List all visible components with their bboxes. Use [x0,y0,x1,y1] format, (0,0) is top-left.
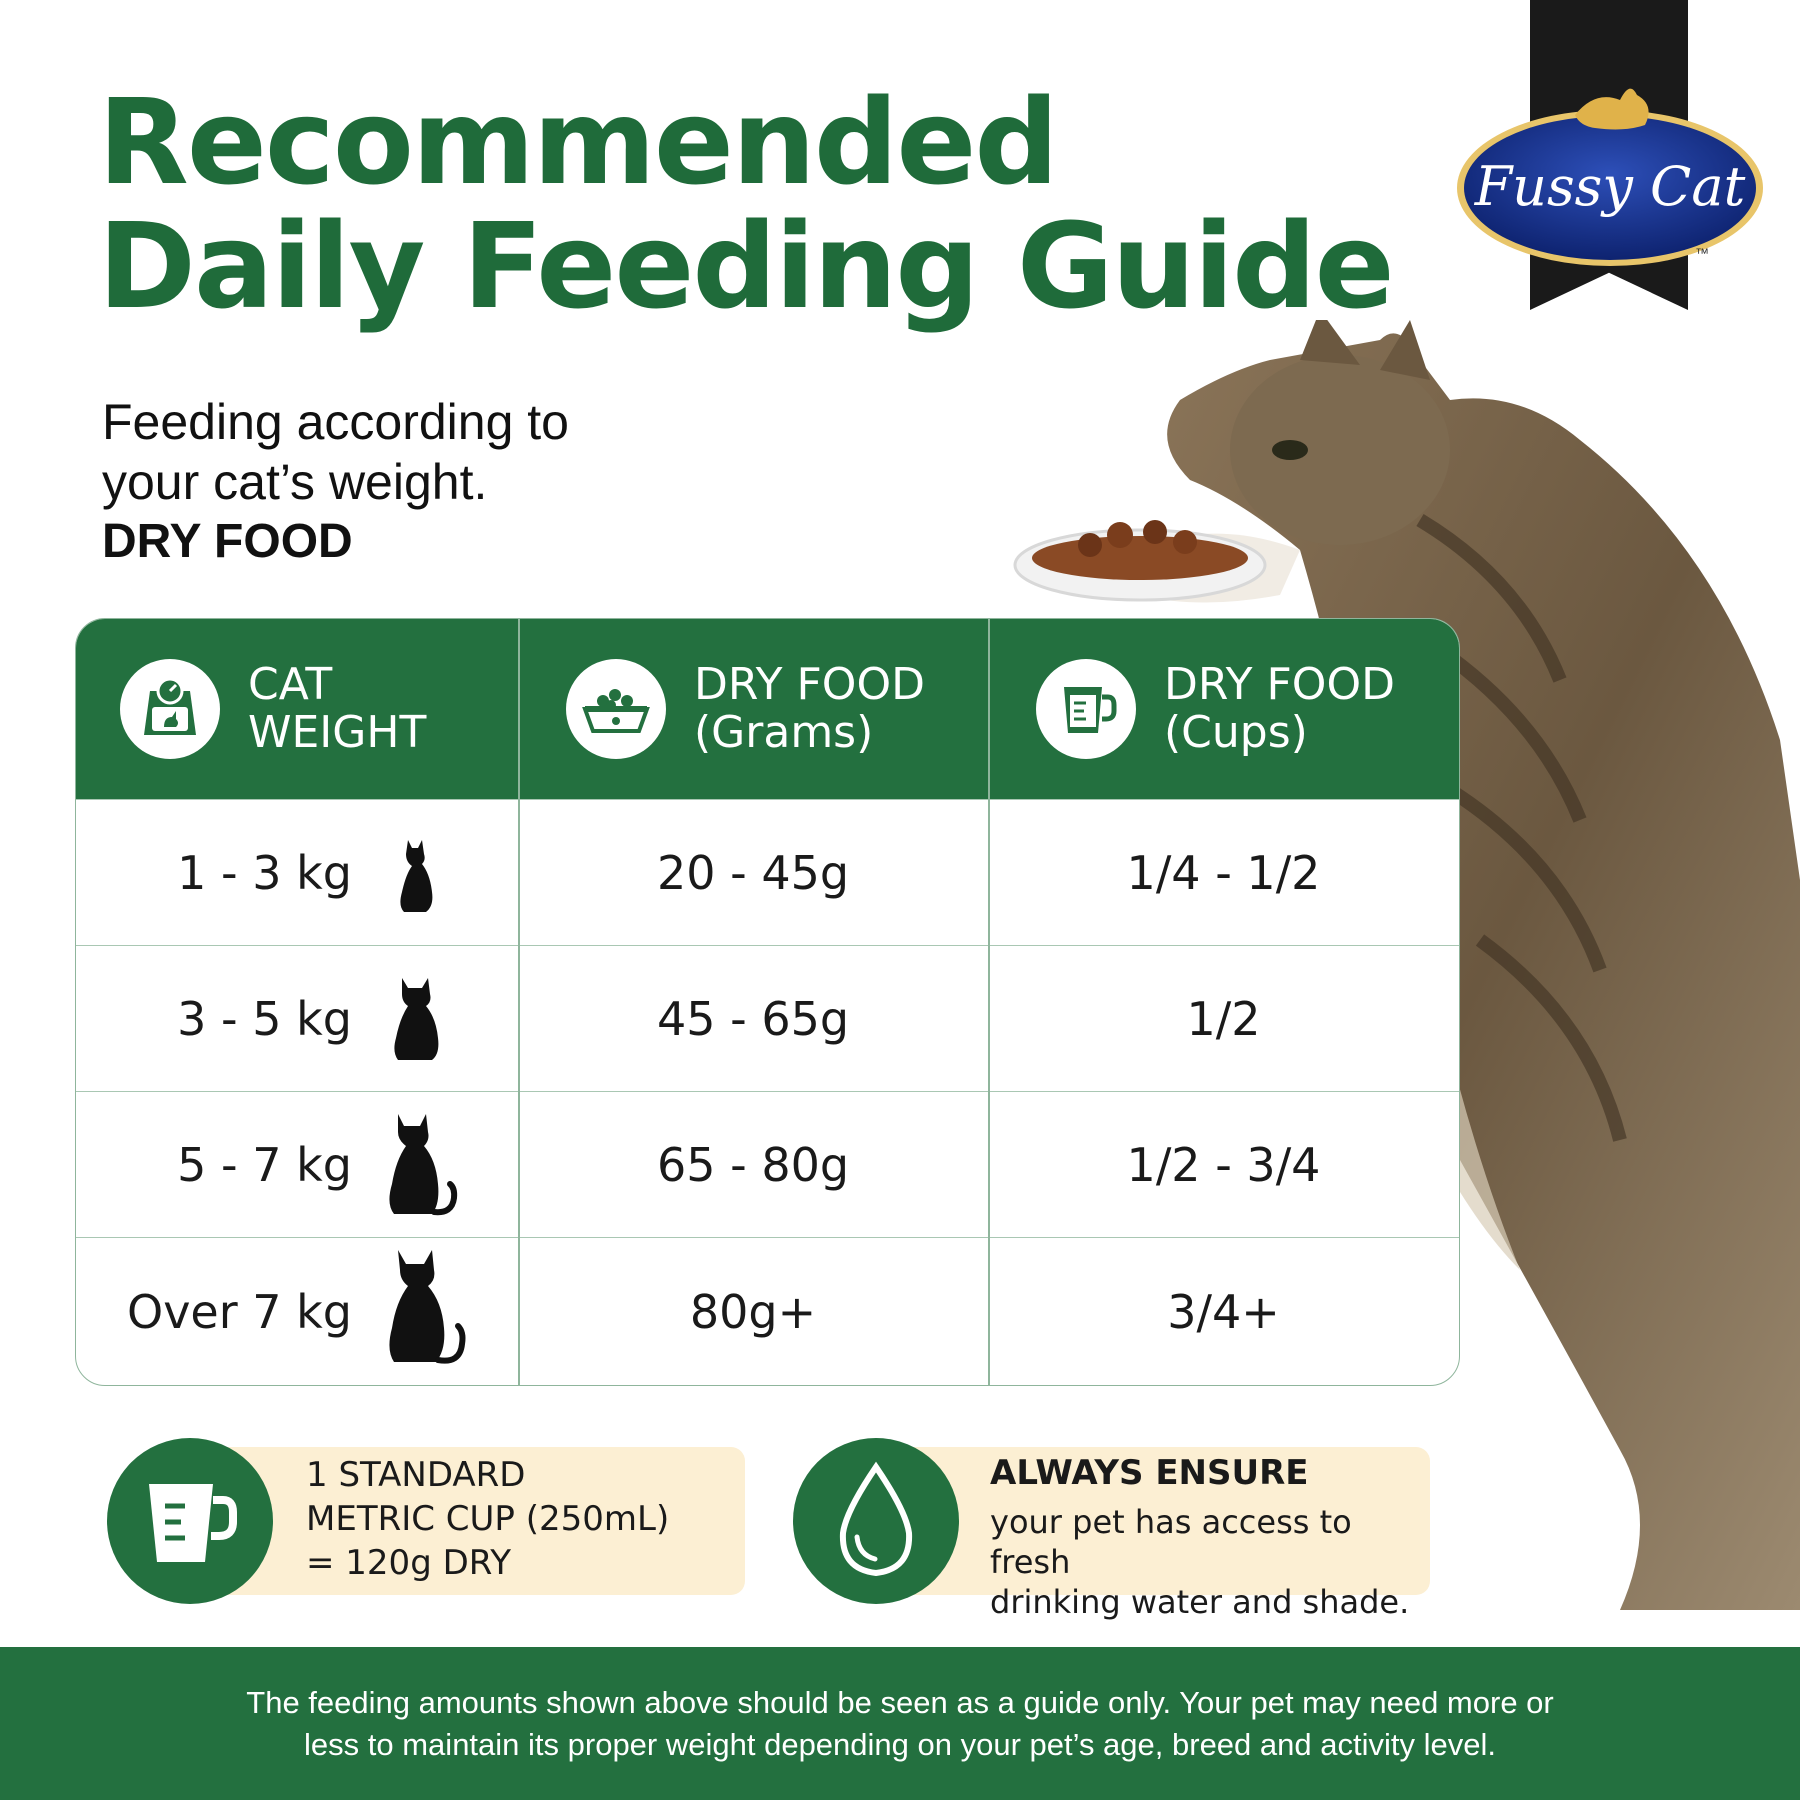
feeding-table: CAT WEIGHT DRY FOOD (Grams) [75,618,1460,1386]
header-cups-line2: (Cups) [1164,707,1308,758]
grams-cell: 45 - 65g [656,992,850,1046]
cup-info-text: 1 STANDARD METRIC CUP (250mL) = 120g DRY [306,1453,669,1585]
logo-cat-icon [1575,88,1649,130]
water-drop-icon [839,1461,913,1577]
cups-cell: 3/4+ [1167,1285,1280,1339]
weight-value: 3 - 5 kg [177,992,352,1046]
weight-cell: 3 - 5 kg [76,946,518,1092]
header-dry-food-cups: DRY FOOD (Cups) [1036,619,1395,799]
header-dry-food-grams: DRY FOOD (Grams) [566,619,925,799]
medium-cat-icon [394,978,439,1060]
cat-photo [1013,320,1800,1610]
large-cat-icon [389,1114,439,1214]
table-row: 3 - 5 kg 45 - 65g 1/2 [76,945,1459,1092]
footer-line1: The feeding amounts shown above should b… [246,1684,1554,1720]
table-row: 1 - 3 kg 20 - 45g 1/4 - 1/2 [76,799,1459,946]
header-cat-weight-line2: WEIGHT [248,707,427,758]
table-row: 5 - 7 kg 65 - 80g 1/2 - 3/4 [76,1091,1459,1238]
grams-cell: 20 - 45g [656,846,850,900]
water-info-line1: your pet has access to fresh [990,1503,1352,1581]
scale-icon [120,659,220,759]
footer-line2: less to maintain its proper weight depen… [304,1726,1496,1762]
cups-cell: 1/2 [1186,992,1261,1046]
header-cat-weight: CAT WEIGHT [120,619,426,799]
brand-logo: Fussy Cat [1457,88,1763,266]
weight-value: 1 - 3 kg [177,846,352,900]
cup-info-circle [107,1438,273,1604]
cup-info-line3: = 120g DRY [306,1543,511,1583]
water-info-title: ALWAYS ENSURE [990,1453,1309,1493]
small-cat-icon [400,840,433,912]
grams-cell: 80g+ [689,1285,817,1339]
food-type-label: DRY FOOD [102,515,353,568]
weight-value: Over 7 kg [127,1285,352,1339]
subtitle-line-2: your cat’s weight. [102,454,488,510]
subtitle: Feeding according to your cat’s weight. … [102,392,569,572]
table-row: Over 7 kg 80g+ 3/4+ [76,1237,1459,1385]
table-header: CAT WEIGHT DRY FOOD (Grams) [76,619,1459,799]
measuring-cup-icon [1036,659,1136,759]
cups-cell: 1/2 - 3/4 [1126,1138,1321,1192]
weight-value: 5 - 7 kg [177,1138,352,1192]
weight-cell: 1 - 3 kg [76,800,518,946]
header-grams-line2: (Grams) [694,707,874,758]
header-cat-weight-line1: CAT [248,659,333,710]
weight-cell: 5 - 7 kg [76,1092,518,1238]
footer-disclaimer: The feeding amounts shown above should b… [0,1647,1800,1800]
water-info-box [880,1447,1430,1595]
xlarge-cat-icon [389,1250,445,1362]
food-bowl-icon [566,659,666,759]
page-title: Recommended Daily Feeding Guide [98,80,1395,328]
title-line-1: Recommended [98,73,1059,211]
cup-info-box [180,1447,745,1595]
water-info-circle [793,1438,959,1604]
trademark: ™ [1695,245,1709,261]
column-divider [988,619,990,1385]
water-info-line2: drinking water and shade. [990,1583,1410,1621]
subtitle-line-1: Feeding according to [102,394,569,450]
header-grams-line1: DRY FOOD [694,659,925,710]
water-info-body: your pet has access to fresh drinking wa… [990,1502,1430,1622]
cup-info-line2: METRIC CUP (250mL) [306,1499,670,1539]
brand-name: Fussy Cat [1474,155,1746,218]
weight-cell: Over 7 kg [76,1238,518,1385]
header-cups-line1: DRY FOOD [1164,659,1395,710]
cups-cell: 1/4 - 1/2 [1126,846,1321,900]
cup-info-line1: 1 STANDARD [306,1455,526,1495]
grams-cell: 65 - 80g [656,1138,850,1192]
title-line-2: Daily Feeding Guide [98,197,1395,335]
measuring-cup-icon [149,1484,237,1562]
column-divider [518,619,520,1385]
